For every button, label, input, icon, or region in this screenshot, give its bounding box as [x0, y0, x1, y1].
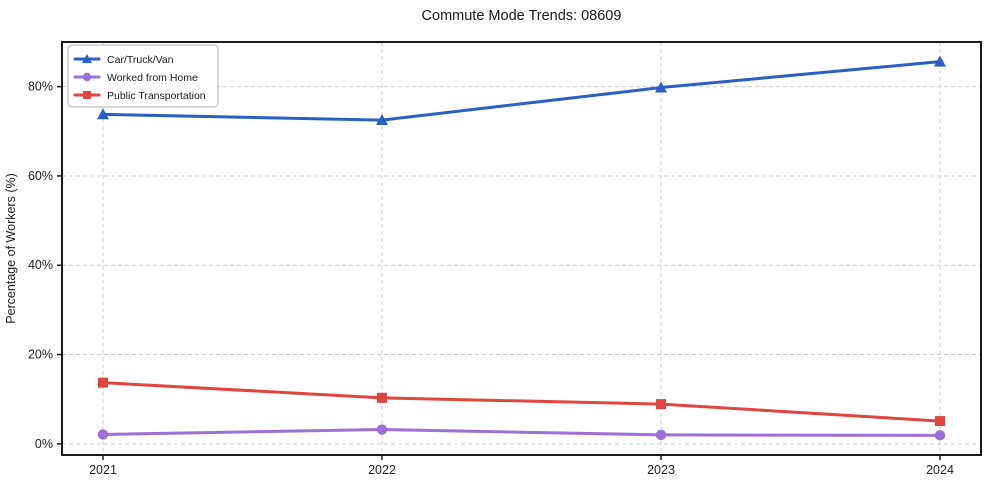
x-axis-tick-label: 2022	[368, 463, 396, 477]
chart-title: Commute Mode Trends: 08609	[421, 8, 622, 24]
series-line-car-truck-van	[101, 60, 942, 122]
x-axis-tick-label: 2023	[647, 463, 675, 477]
legend-label: Worked from Home	[107, 72, 198, 84]
series-marker-worked-from-home	[376, 424, 388, 435]
series-marker-worked-from-home	[934, 430, 946, 441]
y-axis-tick-label: 80%	[28, 80, 53, 94]
x-axis-tick-label: 2021	[89, 463, 117, 477]
series-marker-car-truck-van	[97, 108, 109, 120]
y-axis-tick-label: 60%	[28, 169, 53, 183]
series-line-public-transportation	[101, 381, 942, 423]
series-marker-worked-from-home	[97, 429, 109, 440]
y-axis-label: Percentage of Workers (%)	[4, 173, 18, 324]
legend-marker	[83, 91, 91, 99]
axes-frame	[61, 41, 982, 456]
series-marker-car-truck-van	[934, 55, 946, 67]
legend	[67, 44, 219, 108]
y-axis-tick-label: 20%	[28, 348, 53, 362]
series-marker-car-truck-van	[376, 114, 388, 126]
y-axis-tick-label: 40%	[28, 258, 53, 272]
series-marker-public-transportation	[656, 399, 666, 410]
series-marker-public-transportation	[377, 392, 387, 403]
legend-label: Car/Truck/Van	[107, 54, 174, 66]
legend-label: Public Transportation	[107, 90, 206, 102]
x-axis-tick-label: 2024	[926, 463, 954, 477]
series-marker-worked-from-home	[655, 429, 667, 441]
series-line-worked-from-home	[101, 428, 942, 437]
legend-marker	[82, 54, 92, 64]
plot-area	[62, 42, 981, 455]
y-axis-tick-label: 0%	[35, 437, 53, 451]
series-marker-public-transportation	[935, 416, 945, 427]
series-marker-car-truck-van	[655, 81, 667, 93]
series-marker-public-transportation	[98, 377, 108, 388]
legend-marker	[82, 72, 92, 82]
